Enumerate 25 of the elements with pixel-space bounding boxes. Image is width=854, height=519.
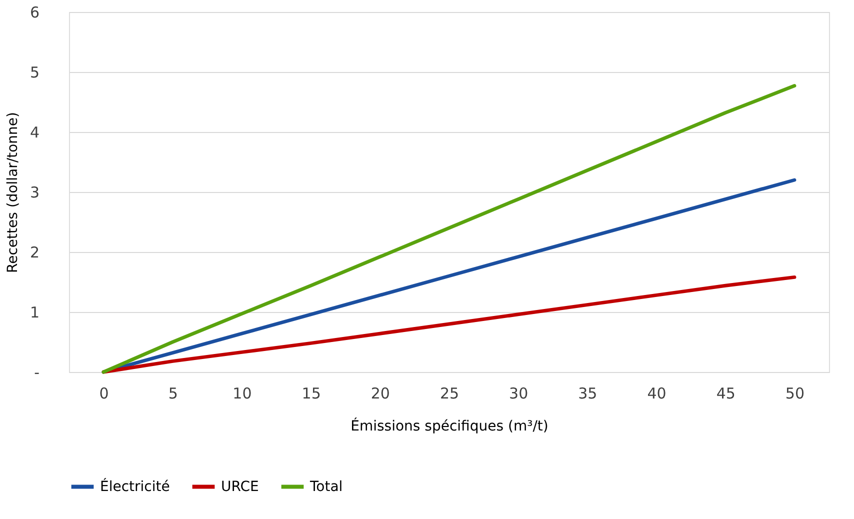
x-tick-label: 35 [578, 384, 598, 402]
y-tick-label: 6 [30, 4, 40, 22]
y-tick-label: 5 [30, 64, 40, 82]
x-axis-title: Émissions spécifiques (m³/t) [350, 418, 548, 434]
x-tick-label: 15 [302, 384, 321, 402]
x-tick-label: 50 [785, 384, 804, 402]
x-tick-label: 40 [647, 384, 666, 402]
y-tick-label: 1 [30, 304, 40, 322]
y-axis-title: Recettes (dollar/tonne) [4, 112, 21, 273]
x-tick-label: 25 [440, 384, 460, 402]
x-tick-label: 20 [370, 384, 390, 402]
y-tick-label: 2 [30, 244, 40, 262]
legend-label: Total [309, 478, 343, 495]
line-series [102, 84, 796, 374]
x-tick-label: 10 [232, 384, 252, 402]
x-tick-label: 5 [168, 384, 178, 402]
x-tick-label: 45 [716, 384, 736, 402]
x-tick-label: 0 [99, 384, 109, 402]
legend-label: URCE [221, 478, 259, 495]
y-tick-label: 4 [30, 124, 40, 142]
x-tick-label: 30 [509, 384, 528, 402]
line-series [102, 275, 796, 374]
y-tick-label: 3 [30, 184, 40, 202]
y-tick-label: - [34, 364, 40, 382]
legend-label: Électricité [100, 478, 170, 495]
